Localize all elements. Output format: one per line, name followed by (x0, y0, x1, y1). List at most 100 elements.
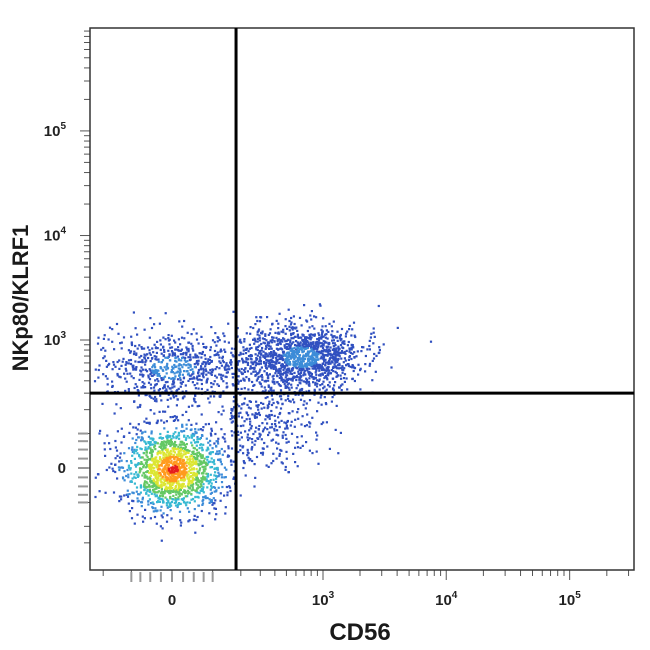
event-dot (166, 362, 169, 365)
event-dot (255, 357, 258, 360)
event-dot (312, 346, 315, 349)
event-dot (359, 367, 362, 370)
event-dot (196, 378, 199, 381)
event-dot (220, 350, 223, 353)
event-dot (218, 452, 221, 455)
event-dot (309, 314, 312, 317)
event-dot (202, 443, 205, 446)
event-dot (336, 367, 339, 370)
event-dot (293, 376, 296, 379)
event-dot (199, 455, 202, 458)
event-dot (246, 347, 249, 350)
event-dot (368, 364, 371, 367)
event-dot (302, 358, 305, 361)
event-dot (238, 354, 241, 357)
event-dot (157, 497, 160, 500)
event-dot (155, 477, 158, 480)
event-dot (209, 439, 212, 442)
event-dot (293, 361, 296, 365)
event-dot (187, 520, 190, 523)
event-dot (310, 356, 313, 359)
event-dot (165, 390, 168, 393)
event-dot (308, 382, 311, 385)
event-dot (258, 334, 261, 337)
event-dot (215, 353, 218, 356)
event-dot (287, 386, 290, 389)
event-dot (229, 361, 232, 364)
event-dot (259, 360, 262, 363)
event-dot (373, 352, 376, 356)
event-dot (227, 322, 230, 325)
event-dot (306, 366, 309, 370)
event-dot (222, 409, 225, 412)
event-dot (200, 446, 204, 449)
event-dot (173, 451, 176, 454)
event-dot (202, 468, 205, 471)
event-dot (153, 491, 156, 494)
event-dot (150, 374, 153, 377)
event-dot (103, 355, 106, 358)
event-dot (190, 461, 193, 464)
event-dot (190, 377, 193, 380)
event-dot (170, 371, 173, 374)
event-dot (275, 457, 278, 460)
event-dot (304, 365, 307, 368)
event-dot (284, 353, 287, 356)
event-dot (224, 440, 227, 443)
event-dot (290, 383, 293, 386)
event-dot (343, 380, 346, 383)
event-dot (150, 371, 153, 374)
event-dot (219, 394, 222, 397)
event-dot (226, 455, 229, 458)
event-dot (181, 471, 184, 474)
event-dot (187, 491, 190, 495)
event-dot (268, 417, 271, 420)
event-dot (258, 339, 261, 342)
event-dot (222, 361, 225, 364)
event-dot (229, 489, 232, 493)
event-dot (148, 394, 151, 397)
event-dot (132, 492, 135, 495)
x-tick-label: 0 (168, 592, 176, 609)
event-dot (187, 470, 191, 473)
x-tick-labels: 0 103 104 105 (168, 590, 581, 609)
x-axis-title: CD56 (329, 619, 390, 646)
event-dot (179, 454, 182, 458)
event-dot (160, 497, 163, 500)
event-dot (189, 455, 192, 458)
event-dot (100, 348, 103, 351)
event-dot (176, 505, 179, 509)
event-dot (211, 503, 214, 506)
event-dot (194, 394, 197, 397)
event-dot (232, 460, 235, 463)
event-dot (161, 516, 164, 519)
event-dot (204, 368, 207, 371)
event-dot (203, 476, 206, 479)
event-dot (242, 349, 245, 352)
event-dot (175, 360, 178, 363)
event-dot (291, 379, 294, 382)
event-dot (184, 485, 187, 488)
event-dot (302, 334, 305, 337)
event-dot (216, 466, 219, 470)
event-dot (223, 494, 226, 497)
event-dot (195, 377, 198, 380)
event-dot (308, 367, 311, 370)
event-dot (315, 385, 319, 388)
event-dot (285, 374, 288, 377)
event-dot (211, 339, 215, 342)
event-dot (258, 336, 261, 340)
event-dot (219, 373, 223, 376)
event-dot (291, 372, 294, 375)
event-dot (166, 490, 169, 493)
event-dot (111, 380, 114, 383)
event-dot (132, 311, 135, 314)
event-dot (268, 347, 271, 350)
event-dot (288, 361, 291, 364)
event-dot (141, 462, 144, 465)
event-dot (262, 428, 265, 431)
event-dot (220, 476, 223, 479)
event-dot (289, 355, 293, 358)
event-dot (167, 464, 171, 467)
event-dot (303, 369, 307, 372)
